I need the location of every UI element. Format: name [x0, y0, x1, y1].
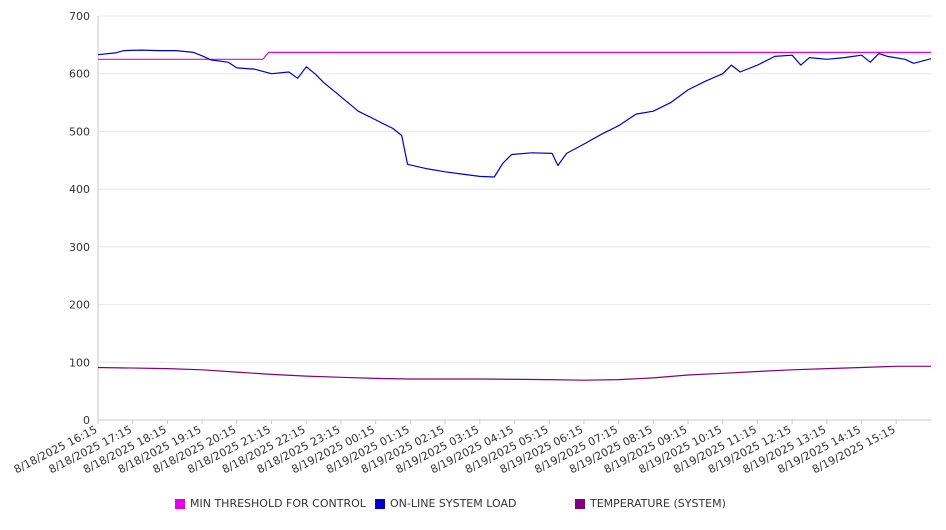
axes: [97, 16, 931, 421]
grid-lines: [98, 15, 931, 363]
series-line-system-load[interactable]: [97, 49, 932, 178]
legend-swatch-system-load: [375, 498, 385, 509]
legend-swatch-temperature: [575, 498, 585, 509]
y-tick-labels: 0 100 200 300 400 500 600 700: [69, 10, 90, 427]
y-tick-label: 600: [69, 68, 90, 81]
legend-label-temperature: TEMPERATURE (SYSTEM): [590, 497, 726, 510]
series-line-temperature[interactable]: [97, 365, 931, 381]
legend-label-min-threshold: MIN THRESHOLD FOR CONTROL: [190, 497, 366, 510]
y-tick-label: 100: [69, 356, 90, 369]
y-tick-label: 400: [69, 183, 90, 196]
legend-item-temperature[interactable]: TEMPERATURE (SYSTEM): [575, 497, 726, 510]
legend-label-system-load: ON-LINE SYSTEM LOAD: [390, 497, 517, 510]
x-tick-labels: 8/18/2025 16:158/18/2025 17:158/18/2025 …: [12, 420, 898, 476]
legend-swatch-min-threshold: [175, 498, 185, 509]
y-tick-label: 200: [69, 299, 90, 312]
y-tick-label: 500: [69, 125, 90, 138]
y-tick-label: 700: [69, 10, 90, 23]
series-line-min-threshold[interactable]: [98, 51, 931, 60]
legend: MIN THRESHOLD FOR CONTROL ON-LINE SYSTEM…: [0, 497, 946, 515]
legend-item-system-load[interactable]: ON-LINE SYSTEM LOAD: [375, 497, 516, 510]
y-tick-label: 300: [69, 241, 90, 254]
legend-item-min-threshold[interactable]: MIN THRESHOLD FOR CONTROL: [175, 497, 366, 510]
y-tick-label: 0: [83, 414, 90, 427]
series-lines: [97, 49, 932, 381]
